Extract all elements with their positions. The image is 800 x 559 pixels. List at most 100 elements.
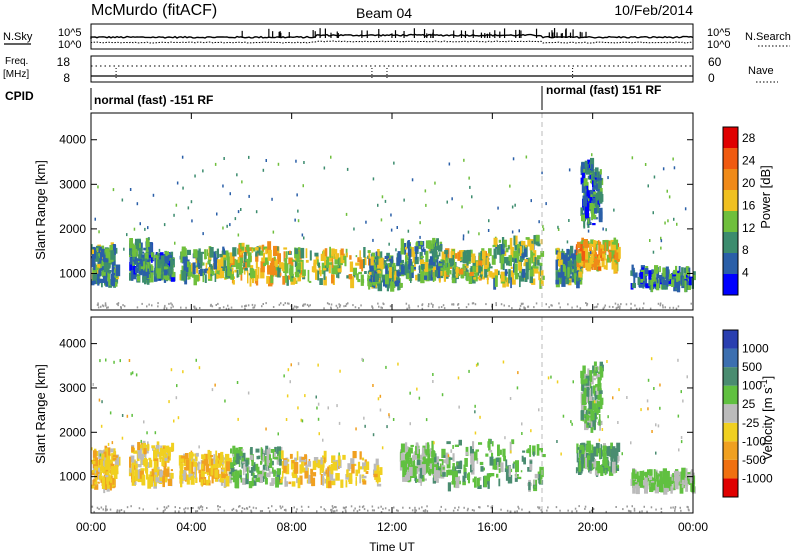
scatter-cell [689, 477, 693, 484]
scatter-cell [429, 463, 433, 469]
scatter-cell [188, 462, 193, 474]
scatter-cell [581, 214, 586, 222]
scatter-cell [160, 255, 165, 263]
ground-scatter-cell [180, 306, 182, 309]
scatter-cell [377, 397, 380, 401]
scatter-cell [285, 418, 288, 421]
scatter-cell [92, 250, 96, 260]
ground-scatter-cell [630, 510, 632, 513]
scatter-cell [222, 259, 226, 271]
scatter-cell [595, 192, 599, 201]
ground-scatter-cell [279, 505, 281, 508]
velocity-x-tick-label: 08:00 [277, 520, 307, 534]
ground-scatter-cell [411, 509, 414, 512]
scatter-cell [680, 482, 682, 489]
scatter-cell [580, 370, 585, 379]
scatter-cell [113, 448, 116, 458]
scatter-cell [153, 451, 156, 462]
scatter-cell [108, 447, 111, 456]
scatter-cell [557, 278, 562, 284]
scatter-cell [252, 472, 255, 479]
scatter-cell [105, 447, 110, 458]
scatter-cell [419, 454, 423, 460]
scatter-cell [648, 270, 652, 280]
scatter-cell [126, 233, 128, 237]
scatter-cell [229, 192, 231, 196]
scatter-cell [297, 406, 299, 410]
scatter-cell [511, 439, 515, 445]
scatter-cell [595, 254, 599, 259]
scatter-cell [176, 384, 178, 388]
scatter-cell [525, 237, 530, 240]
scatter-cell [97, 481, 100, 484]
scatter-cell [493, 277, 497, 290]
scatter-cell [505, 469, 509, 481]
scatter-cell [138, 264, 141, 271]
scatter-cell [524, 259, 528, 265]
scatter-cell [205, 463, 210, 473]
scatter-cell [359, 250, 361, 260]
scatter-cell [318, 432, 320, 436]
scatter-cell [238, 242, 243, 253]
ground-scatter-cell [631, 505, 633, 508]
scatter-cell [297, 262, 301, 270]
scatter-cell [376, 268, 381, 272]
scatter-cell [324, 256, 327, 266]
scatter-cell [149, 259, 151, 266]
scatter-cell [137, 442, 141, 451]
scatter-cell [202, 169, 204, 173]
scatter-cell [196, 267, 199, 274]
scatter-cell [325, 469, 327, 474]
ground-scatter-cell [261, 305, 263, 308]
scatter-cell [191, 461, 194, 474]
scatter-cell [298, 250, 302, 260]
scatter-cell [509, 237, 513, 250]
scatter-cell [502, 280, 506, 288]
scatter-cell [536, 255, 541, 260]
scatter-cell [264, 456, 267, 466]
scatter-cell [390, 281, 395, 292]
scatter-cell [649, 472, 652, 484]
scatter-cell [540, 449, 543, 453]
ground-scatter-cell [358, 508, 361, 511]
scatter-cell [248, 252, 252, 263]
power-colorbar-segment [723, 232, 738, 253]
scatter-cell [494, 269, 498, 278]
ground-scatter-cell [91, 505, 94, 508]
scatter-cell [589, 389, 592, 401]
scatter-cell [149, 476, 153, 487]
scatter-cell [111, 277, 115, 287]
scatter-cell [112, 454, 116, 457]
scatter-cell [135, 463, 138, 469]
scatter-cell [362, 480, 367, 485]
ground-scatter-cell [170, 306, 172, 309]
scatter-cell [406, 467, 411, 470]
scatter-cell [566, 240, 569, 244]
scatter-cell [113, 360, 115, 364]
velocity-colorbar-label: Velocity [m s-1] [759, 376, 775, 461]
scatter-cell [654, 265, 659, 274]
ground-scatter-cell [100, 506, 103, 509]
scatter-cell [111, 467, 116, 475]
scatter-cell [289, 250, 291, 254]
scatter-cell [143, 247, 148, 251]
scatter-cell [587, 164, 589, 170]
scatter-cell [275, 477, 279, 488]
ground-scatter-cell [244, 305, 246, 308]
scatter-cell [647, 378, 650, 382]
scatter-cell [392, 262, 396, 269]
scatter-cell [380, 251, 383, 262]
scatter-cell [611, 258, 615, 263]
scatter-cell [141, 254, 145, 258]
scatter-cell [524, 244, 528, 248]
scatter-cell [396, 226, 398, 229]
scatter-cell [617, 421, 619, 424]
scatter-cell [332, 478, 336, 482]
scatter-cell [222, 464, 224, 470]
ground-scatter-cell [183, 508, 185, 511]
scatter-cell [328, 467, 332, 471]
scatter-cell [589, 251, 592, 255]
scatter-cell [95, 245, 100, 248]
scatter-cell [168, 400, 170, 404]
